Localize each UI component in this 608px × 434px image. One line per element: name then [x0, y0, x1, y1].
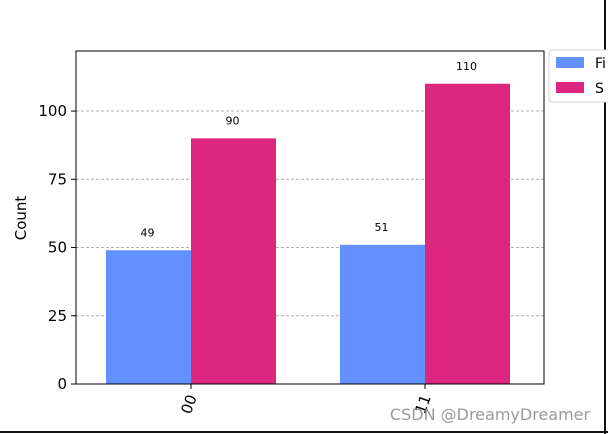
legend-label: Fi: [595, 56, 606, 72]
data-label: 90: [226, 114, 240, 127]
bar-00-0: [106, 250, 191, 384]
legend: Fi S: [548, 49, 608, 103]
window-frame-right: [604, 0, 606, 434]
y-tick-label: 50: [48, 239, 67, 257]
plot-frame: [75, 50, 545, 385]
x-tick-label: 11: [411, 392, 434, 416]
bar-11-1: [425, 83, 510, 385]
data-label: 110: [456, 60, 477, 73]
data-labels: 49 90 51 110: [141, 60, 478, 240]
y-axis-ticks: 0 25 50 75 100: [38, 102, 76, 393]
y-tick-label: 75: [48, 170, 67, 188]
watermark: CSDN @DreamyDreamer: [390, 405, 591, 424]
bar-11-0: [340, 244, 425, 384]
legend-label: S: [595, 81, 604, 97]
data-label: 49: [141, 226, 155, 239]
x-tick-label: 00: [177, 392, 200, 416]
y-axis-label: Count: [12, 196, 30, 241]
legend-swatch: [556, 57, 584, 68]
x-axis-ticks: 00 11: [177, 384, 435, 416]
data-label: 51: [375, 221, 389, 234]
y-tick-label: 100: [38, 102, 67, 120]
y-tick-label: 25: [48, 307, 67, 325]
window-frame-bottom: [0, 431, 608, 433]
bar-00-1: [191, 138, 276, 384]
bars: [106, 83, 510, 385]
y-tick-label: 0: [57, 375, 67, 393]
legend-swatch: [556, 82, 584, 93]
